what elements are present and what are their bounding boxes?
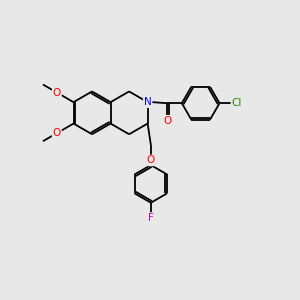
Text: Cl: Cl [232, 98, 242, 108]
Text: F: F [148, 213, 154, 223]
Text: O: O [163, 116, 172, 126]
Text: N: N [144, 97, 152, 107]
Text: O: O [53, 88, 61, 98]
Text: O: O [147, 155, 155, 165]
Text: O: O [53, 128, 61, 138]
